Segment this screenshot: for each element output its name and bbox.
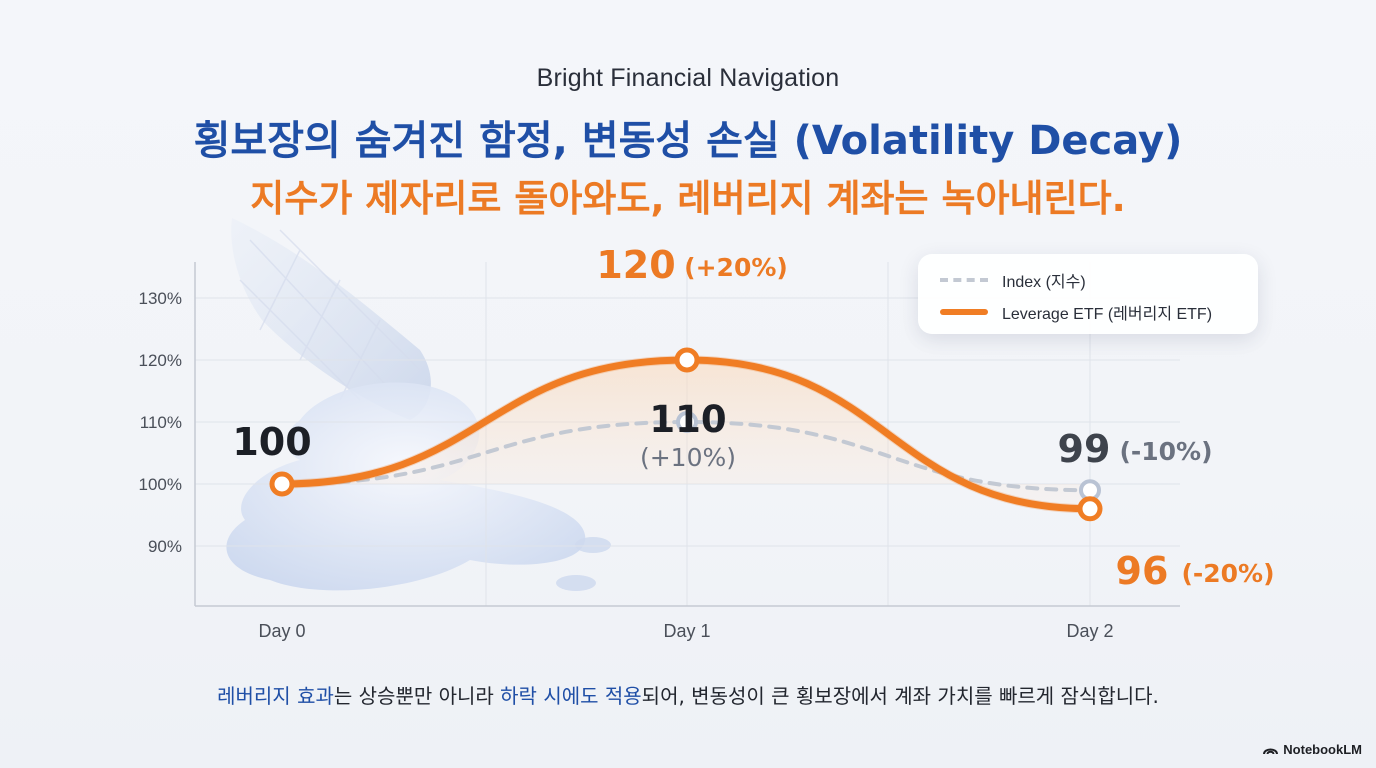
etf-point [269,471,295,497]
x-tick-label: Day 1 [663,621,710,641]
legend-item-etf: Leverage ETF (레버리지 ETF) [940,300,1212,324]
label-index-end-change: (-10%) [1119,437,1212,466]
footer-caption: 레버리지 효과는 상승뿐만 아니라 하락 시에도 적용되어, 변동성이 큰 횡보… [0,680,1376,709]
legend-swatch-etf [940,309,988,315]
series-points [269,347,1103,522]
y-tick-label: 130% [139,289,182,308]
label-start-value: 100 [232,420,311,464]
etf-fill-area [282,360,1090,509]
legend-swatch-index [940,278,988,282]
footer-text-3: 되어, 변동성이 큰 횡보장에서 계좌 가치를 빠르게 잠식합니다. [641,684,1159,708]
y-tick-label: 100% [139,475,182,494]
legend-label-index: Index (지수) [1002,274,1086,291]
page-title: 횡보장의 숨겨진 함정, 변동성 손실 (Volatility Decay) [193,118,1183,164]
legend-label-etf: Leverage ETF (레버리지 ETF) [1002,306,1213,323]
label-index-end-value: 99 [1058,427,1111,471]
notebooklm-logo: NotebookLM [1263,742,1362,757]
etf-area [282,360,1090,509]
label-etf-peak-change: (+20%) [684,253,788,282]
notebooklm-icon [1263,748,1279,755]
y-axis: 90% 100% 110% 120% 130% [139,289,182,556]
index-point [676,411,698,433]
x-tick-label: Day 0 [258,621,305,641]
chart-legend: Index (지수) Leverage ETF (레버리지 ETF) [918,254,1258,334]
melting-ice-cream-illustration [226,218,611,591]
label-etf-end-value: 96 [1116,549,1169,593]
label-index-peak-value: 110 [649,398,726,441]
annotations: 100 120 (+20%) 110 (+10%) 99 (-10%) 96 (… [232,243,1274,593]
label-etf-peak-value: 120 [596,243,675,287]
y-tick-label: 110% [140,413,182,432]
y-tick-label: 120% [139,351,182,370]
footer-highlight-leverage: 레버리지 효과 [217,684,334,708]
legend-item-index: Index (지수) [940,268,1086,292]
page-subtitle: 지수가 제자리로 돌아와도, 레버리지 계좌는 녹아내린다. [250,177,1126,220]
label-index-peak-change: (+10%) [640,443,736,472]
footer-text-2: 상승뿐만 아니라 [358,684,501,708]
brand-title: Bright Financial Navigation [536,64,840,92]
label-etf-end-change: (-20%) [1181,559,1274,588]
footer-text-1: 는 [333,684,359,708]
etf-point [1077,496,1103,522]
footer-highlight-decline: 하락 시에도 적용 [500,684,642,708]
y-tick-label: 90% [148,537,182,556]
logo-text: NotebookLM [1283,742,1362,757]
x-tick-label: Day 2 [1066,621,1113,641]
x-axis: Day 0 Day 1 Day 2 [258,621,1113,641]
etf-point [674,347,700,373]
